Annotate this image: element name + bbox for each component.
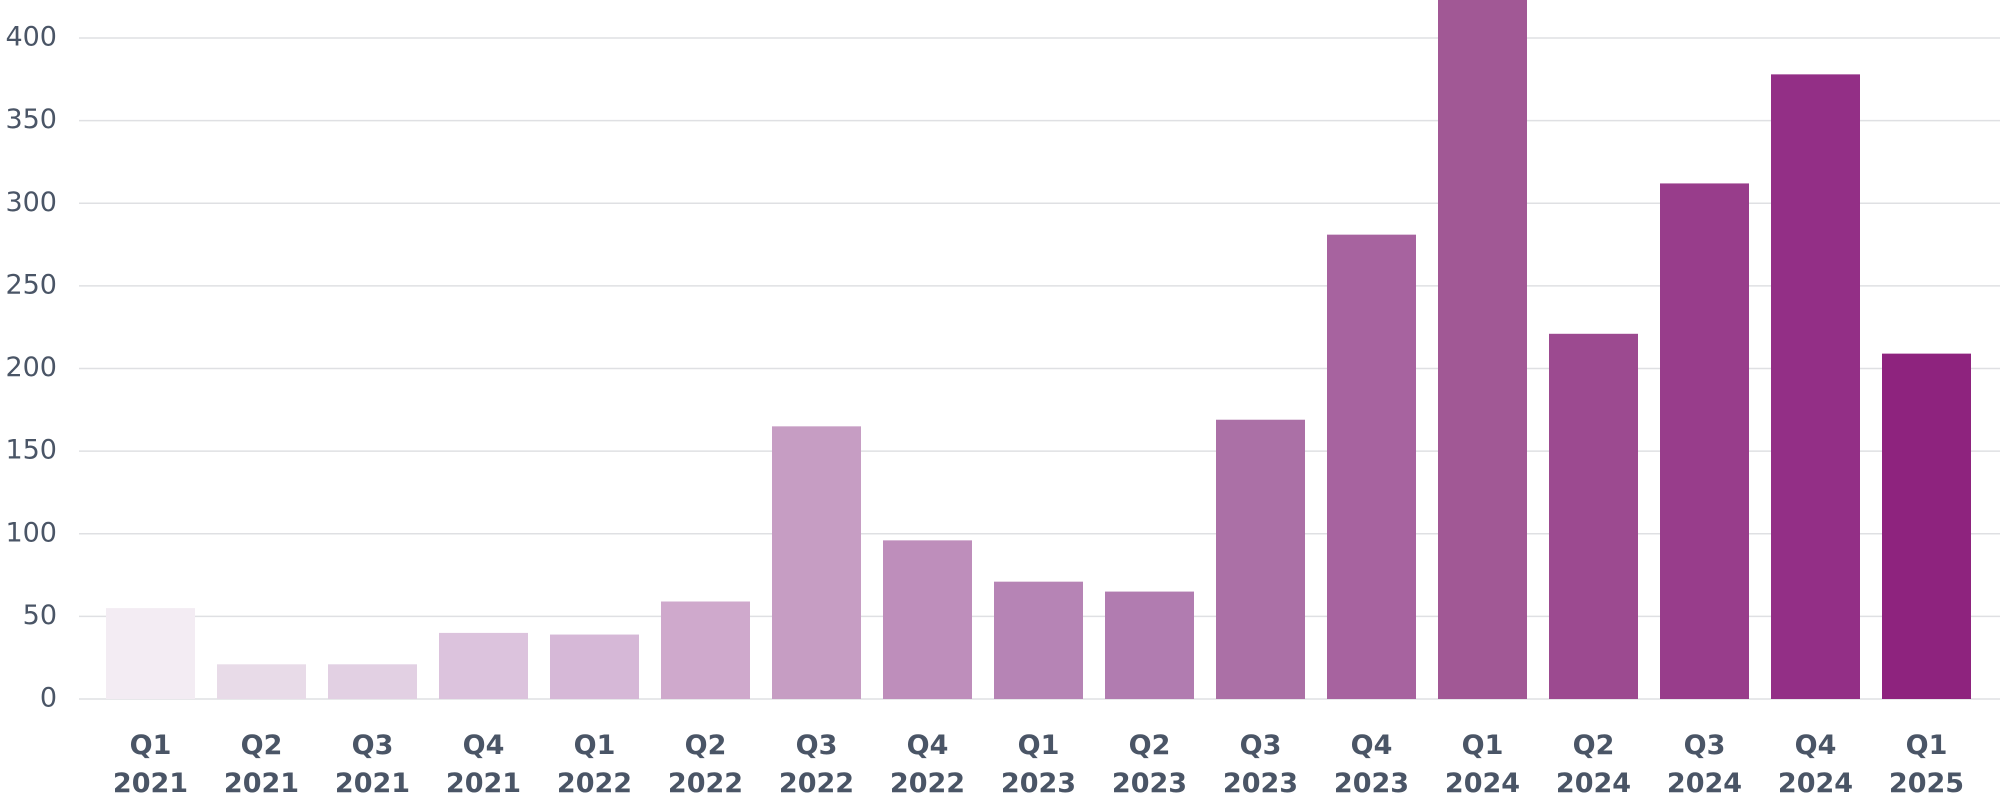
bar (883, 540, 972, 699)
x-tick-label: Q1 2021 (113, 730, 188, 799)
x-tick-label: Q3 2022 (779, 730, 854, 799)
x-tick-label: Q1 2025 (1889, 730, 1964, 799)
y-tick-label: 250 (5, 269, 57, 300)
x-tick-label: Q2 2022 (668, 730, 743, 799)
x-tick-label: Q3 2021 (335, 730, 410, 799)
bar (1660, 183, 1749, 699)
bar (1882, 353, 1971, 699)
bar (1549, 333, 1638, 699)
y-tick-label: 150 (5, 435, 57, 466)
x-tick-label: Q4 2024 (1778, 730, 1853, 799)
y-tick-label: 100 (5, 517, 57, 548)
x-tick-label: Q2 2021 (224, 730, 299, 799)
y-tick-label: 0 (40, 683, 57, 714)
bar (994, 581, 1083, 699)
y-tick-label: 300 (5, 187, 57, 218)
x-tick-label: Q4 2023 (1334, 730, 1409, 799)
bar (439, 632, 528, 699)
x-tick-label: Q4 2021 (446, 730, 521, 799)
x-tick-label: Q3 2024 (1667, 730, 1742, 799)
bar (217, 664, 306, 699)
bar (550, 634, 639, 699)
bar (1105, 591, 1194, 699)
x-tick-label: Q1 2023 (1001, 730, 1076, 799)
x-tick-label: Q1 2024 (1445, 730, 1520, 799)
x-tick-label: Q3 2023 (1223, 730, 1298, 799)
bar (1327, 234, 1416, 700)
bar (1216, 419, 1305, 699)
x-tick-label: Q4 2022 (890, 730, 965, 799)
y-tick-label: 400 (5, 22, 57, 53)
bar (772, 426, 861, 699)
bars (106, 0, 1971, 700)
bar (106, 608, 195, 699)
bar (1438, 0, 1527, 700)
bar (1771, 74, 1860, 700)
x-tick-label: Q2 2024 (1556, 730, 1631, 799)
x-tick-label: Q1 2022 (557, 730, 632, 799)
bar (328, 664, 417, 699)
bar (661, 601, 750, 699)
y-tick-label: 200 (5, 352, 57, 383)
x-tick-label: Q2 2023 (1112, 730, 1187, 799)
y-tick-label: 50 (23, 600, 57, 631)
y-tick-label: 350 (5, 104, 57, 135)
